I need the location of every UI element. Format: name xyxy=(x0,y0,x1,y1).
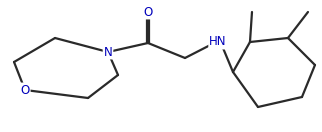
Text: N: N xyxy=(104,46,112,58)
Text: O: O xyxy=(143,6,153,18)
Text: O: O xyxy=(20,84,30,96)
Text: HN: HN xyxy=(209,36,227,48)
